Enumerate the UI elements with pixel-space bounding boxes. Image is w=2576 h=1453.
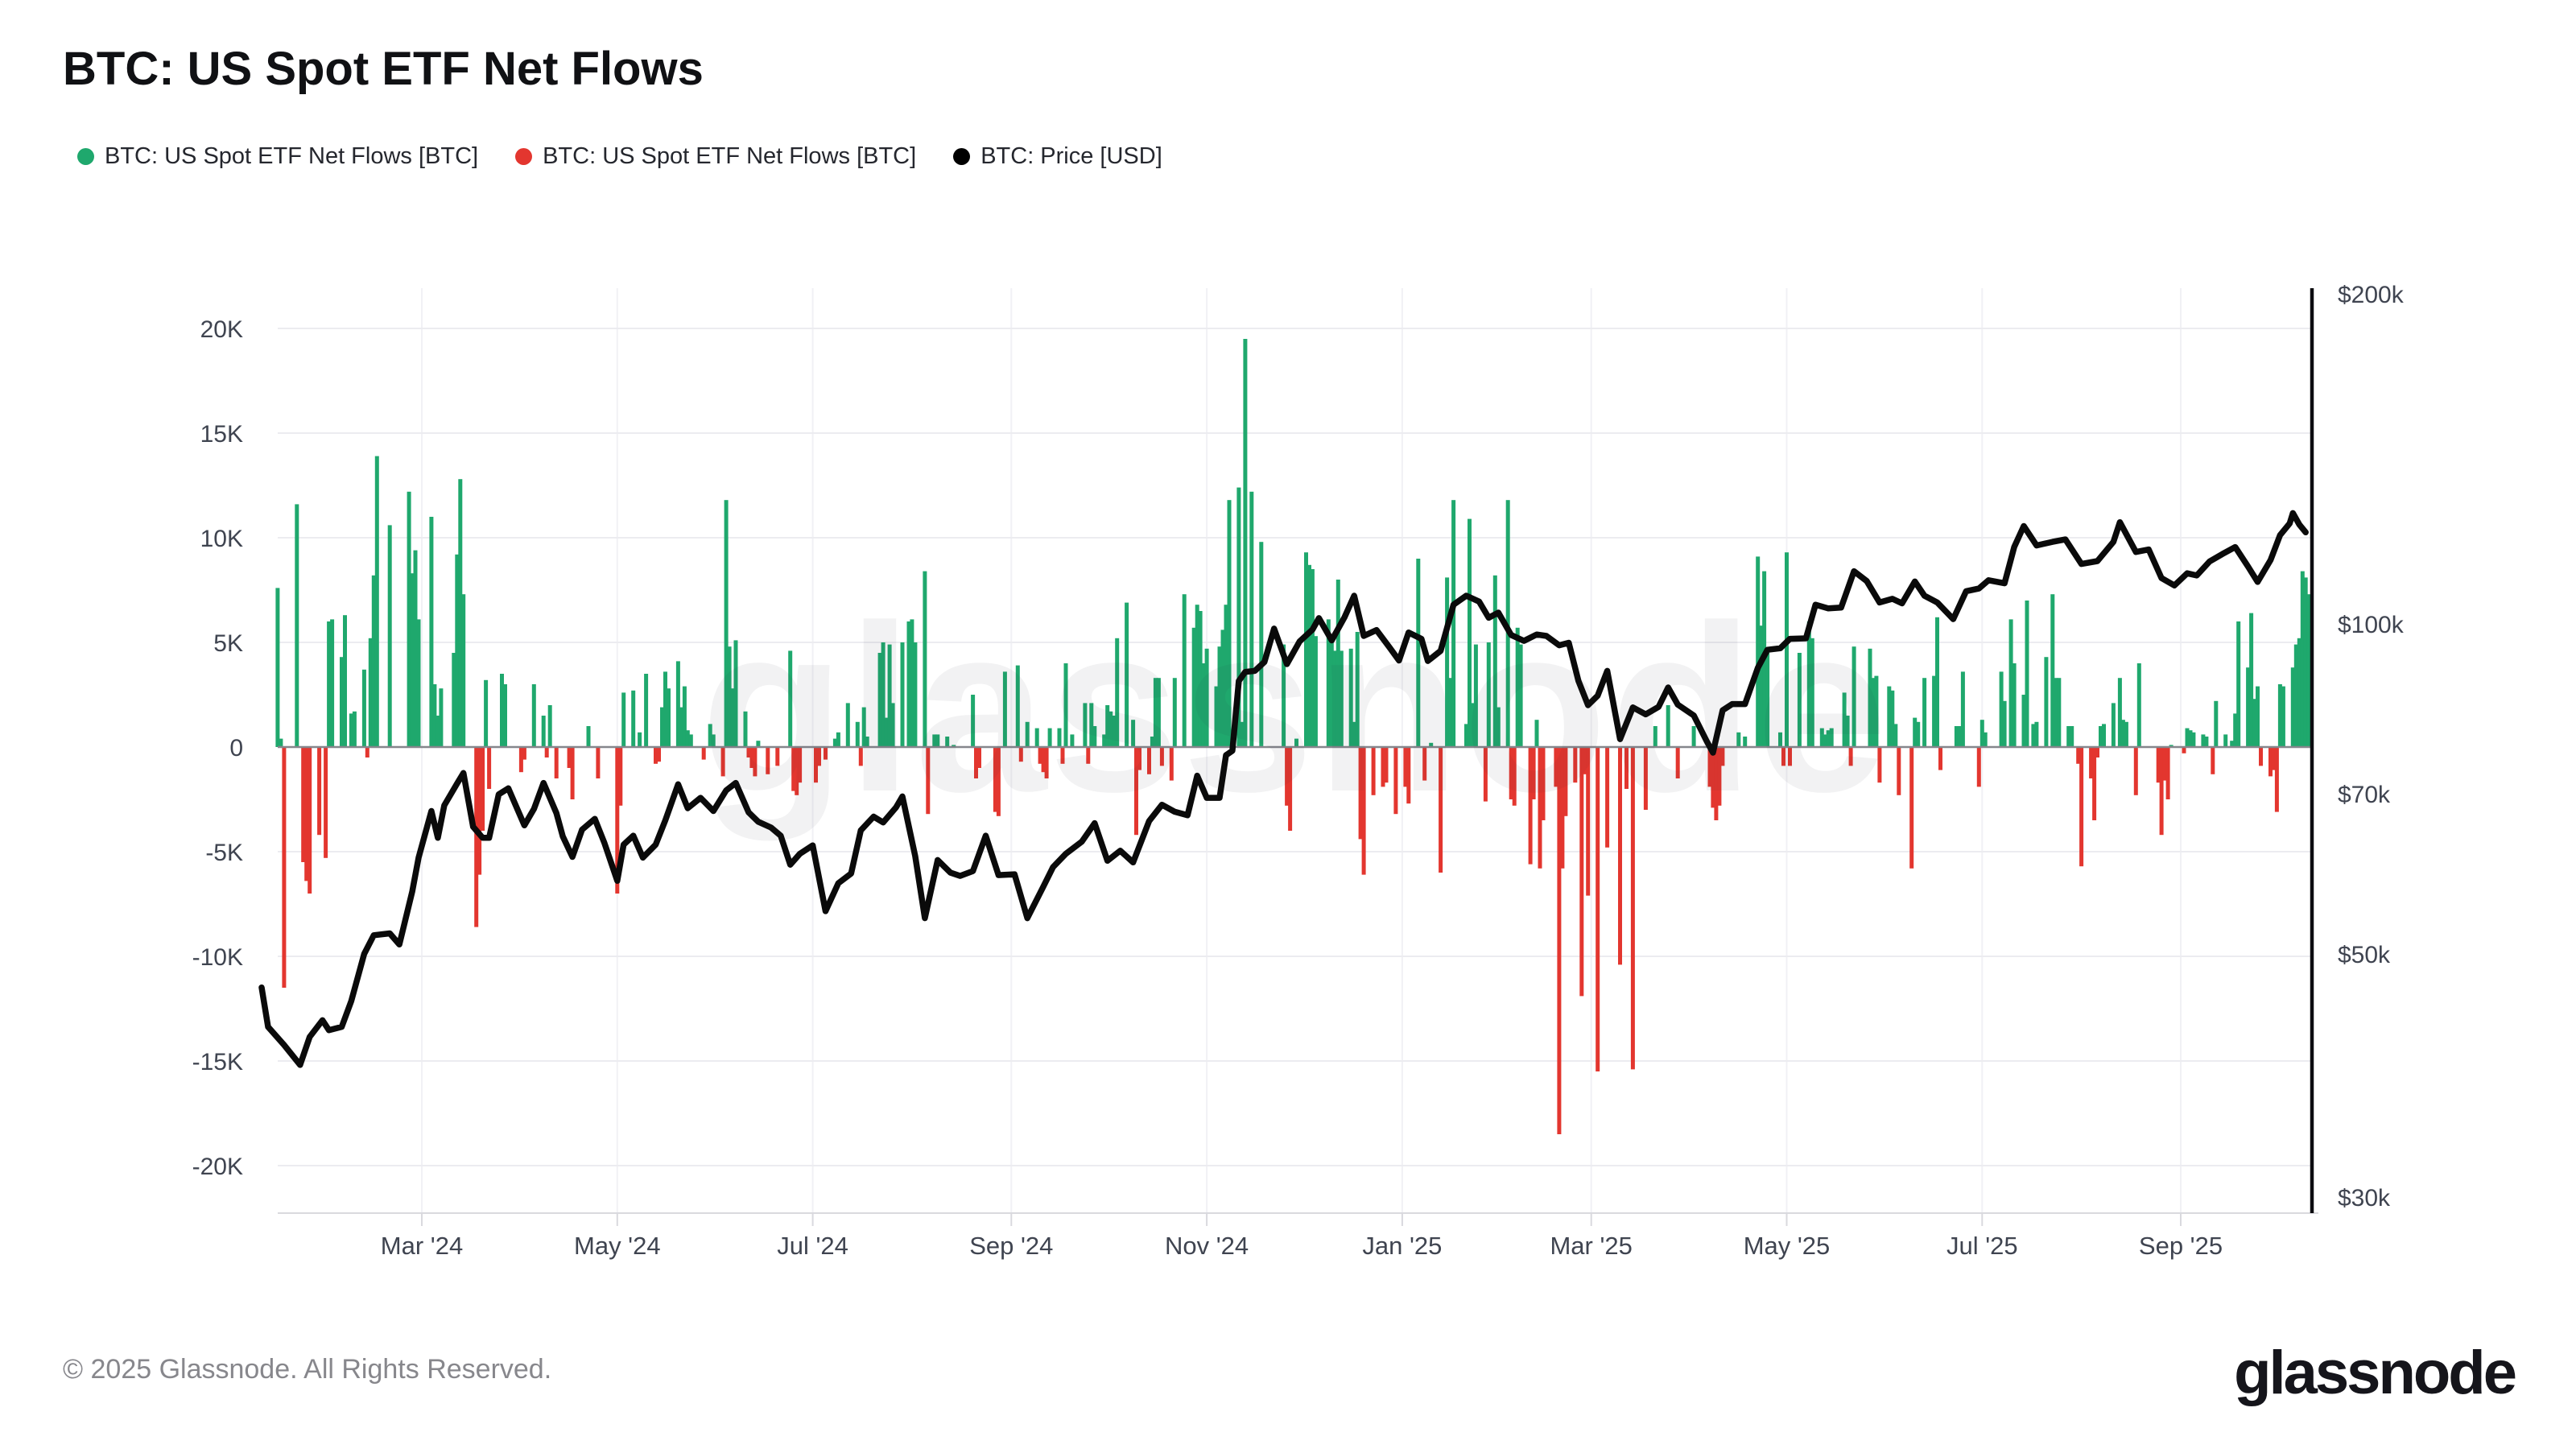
axes: Mar '24 May '24 Jul '24 Sep '24 Nov '24 Jan '…: [192, 282, 2405, 1260]
y-axis-left-label: -5K: [205, 840, 243, 866]
x-axis-label: Nov '24: [1165, 1232, 1249, 1260]
y-axis-right-label: $100k: [2338, 612, 2405, 638]
legend-item-label: BTC: US Spot ETF Net Flows [BTC]: [105, 143, 479, 169]
chart-legend: BTC: US Spot ETF Net Flows [BTC] BTC: US …: [77, 143, 1162, 170]
y-axis-right-label: $200k: [2338, 282, 2405, 308]
x-axis-label: Mar '24: [381, 1232, 463, 1260]
x-axis-label: Jul '25: [1946, 1232, 2018, 1260]
legend-item-2[interactable]: BTC: Price [USD]: [953, 143, 1162, 170]
legend-dot-icon: [77, 148, 94, 165]
y-axis-left-label: -15K: [192, 1049, 243, 1075]
copyright-text: © 2025 Glassnode. All Rights Reserved.: [63, 1354, 552, 1385]
y-axis-left-label: -10K: [192, 944, 243, 971]
y-axis-right-label: $30k: [2338, 1185, 2391, 1212]
y-axis-left-label: 0: [229, 735, 243, 762]
btc-price-line: [258, 510, 2309, 1068]
x-axis-label: Sep '24: [969, 1232, 1053, 1260]
legend-item-0[interactable]: BTC: US Spot ETF Net Flows [BTC]: [77, 143, 478, 170]
y-axis-left-label: 20K: [200, 316, 243, 343]
y-axis-left-label: -20K: [192, 1154, 243, 1180]
legend-dot-icon: [953, 148, 971, 165]
y-axis-left-label: 10K: [200, 526, 243, 552]
x-axis-label: Sep '25: [2139, 1232, 2223, 1260]
x-axis-label: Jan '25: [1362, 1232, 1442, 1260]
legend-item-label: BTC: Price [USD]: [980, 143, 1162, 169]
legend-dot-icon: [515, 148, 533, 165]
x-axis-label: May '25: [1744, 1232, 1831, 1260]
page-title: BTC: US Spot ETF Net Flows: [63, 43, 704, 95]
y-axis-right-label: $50k: [2338, 942, 2391, 968]
x-axis-label: Jul '24: [777, 1232, 848, 1260]
glassnode-logo: glassnode: [2234, 1339, 2517, 1407]
legend-item-1[interactable]: BTC: US Spot ETF Net Flows [BTC]: [515, 143, 916, 170]
y-axis-right-label: $70k: [2338, 782, 2391, 808]
x-axis-label: May '24: [574, 1232, 661, 1260]
gridlines: [278, 288, 2312, 1213]
y-axis-left-label: 5K: [213, 630, 243, 657]
y-axis-left-label: 15K: [200, 421, 243, 448]
x-axis-label: Mar '25: [1550, 1232, 1632, 1260]
net-flows-bars: [275, 339, 2311, 1134]
legend-item-label: BTC: US Spot ETF Net Flows [BTC]: [543, 143, 917, 169]
